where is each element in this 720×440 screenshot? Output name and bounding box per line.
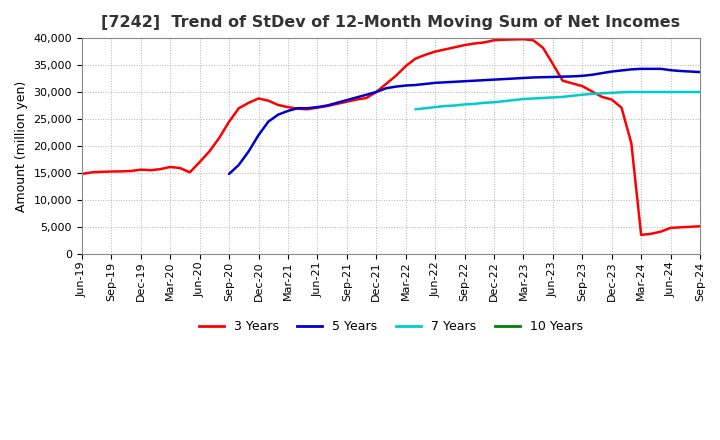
5 Years <box>382 86 390 91</box>
7 Years <box>451 103 459 108</box>
5 Years <box>343 98 351 103</box>
7 Years <box>578 92 587 97</box>
5 Years <box>303 106 312 111</box>
5 Years <box>636 66 645 71</box>
5 Years <box>608 69 616 74</box>
Line: 3 Years: 3 Years <box>82 39 700 235</box>
5 Years <box>666 68 675 73</box>
7 Years <box>568 93 577 99</box>
5 Years <box>421 81 430 87</box>
5 Years <box>333 100 341 106</box>
5 Years <box>647 66 655 71</box>
5 Years <box>558 74 567 79</box>
5 Years <box>686 69 695 74</box>
7 Years <box>509 98 518 103</box>
3 Years <box>382 81 390 87</box>
7 Years <box>608 90 616 95</box>
3 Years <box>78 171 86 176</box>
7 Years <box>470 101 479 106</box>
7 Years <box>421 106 430 111</box>
5 Years <box>588 72 596 77</box>
7 Years <box>617 90 626 95</box>
7 Years <box>588 91 596 96</box>
5 Years <box>460 79 469 84</box>
7 Years <box>686 89 695 95</box>
5 Years <box>568 74 577 79</box>
7 Years <box>500 99 508 104</box>
5 Years <box>519 75 528 81</box>
3 Years <box>470 41 479 46</box>
7 Years <box>460 102 469 107</box>
7 Years <box>519 96 528 102</box>
5 Years <box>431 80 439 85</box>
5 Years <box>696 70 704 75</box>
5 Years <box>411 82 420 88</box>
5 Years <box>264 119 273 125</box>
5 Years <box>617 68 626 73</box>
5 Years <box>539 74 547 80</box>
3 Years <box>156 166 165 172</box>
3 Years <box>333 101 341 106</box>
5 Years <box>401 83 410 88</box>
5 Years <box>372 89 381 95</box>
5 Years <box>235 162 243 168</box>
7 Years <box>598 91 606 96</box>
5 Years <box>274 112 282 117</box>
7 Years <box>636 89 645 95</box>
7 Years <box>696 89 704 95</box>
5 Years <box>509 76 518 81</box>
7 Years <box>627 89 636 95</box>
5 Years <box>323 103 331 108</box>
Title: [7242]  Trend of StDev of 12-Month Moving Sum of Net Incomes: [7242] Trend of StDev of 12-Month Moving… <box>102 15 680 30</box>
7 Years <box>411 106 420 112</box>
7 Years <box>657 89 665 95</box>
5 Years <box>244 149 253 154</box>
5 Years <box>529 75 538 80</box>
7 Years <box>539 95 547 101</box>
7 Years <box>529 96 538 101</box>
7 Years <box>676 89 685 95</box>
3 Years <box>519 37 528 42</box>
5 Years <box>392 84 400 89</box>
5 Years <box>549 74 557 80</box>
5 Years <box>598 70 606 76</box>
5 Years <box>254 132 263 138</box>
3 Years <box>421 52 430 58</box>
3 Years <box>636 232 645 238</box>
5 Years <box>451 79 459 84</box>
Line: 7 Years: 7 Years <box>415 92 700 109</box>
3 Years <box>480 40 488 45</box>
3 Years <box>696 224 704 229</box>
5 Years <box>578 73 587 78</box>
5 Years <box>352 95 361 100</box>
5 Years <box>294 106 302 111</box>
7 Years <box>480 100 488 106</box>
7 Years <box>431 104 439 110</box>
5 Years <box>225 171 233 176</box>
Y-axis label: Amount (million yen): Amount (million yen) <box>15 81 28 212</box>
5 Years <box>362 92 371 97</box>
Legend: 3 Years, 5 Years, 7 Years, 10 Years: 3 Years, 5 Years, 7 Years, 10 Years <box>194 315 588 338</box>
5 Years <box>500 77 508 82</box>
5 Years <box>627 67 636 72</box>
Line: 5 Years: 5 Years <box>229 69 700 174</box>
5 Years <box>441 80 449 85</box>
5 Years <box>657 66 665 71</box>
5 Years <box>676 68 685 73</box>
7 Years <box>441 103 449 109</box>
7 Years <box>490 99 498 105</box>
7 Years <box>647 89 655 95</box>
5 Years <box>284 108 292 114</box>
7 Years <box>558 94 567 99</box>
5 Years <box>480 77 488 83</box>
7 Years <box>549 95 557 100</box>
5 Years <box>313 104 322 110</box>
7 Years <box>666 89 675 95</box>
5 Years <box>490 77 498 82</box>
5 Years <box>470 78 479 83</box>
